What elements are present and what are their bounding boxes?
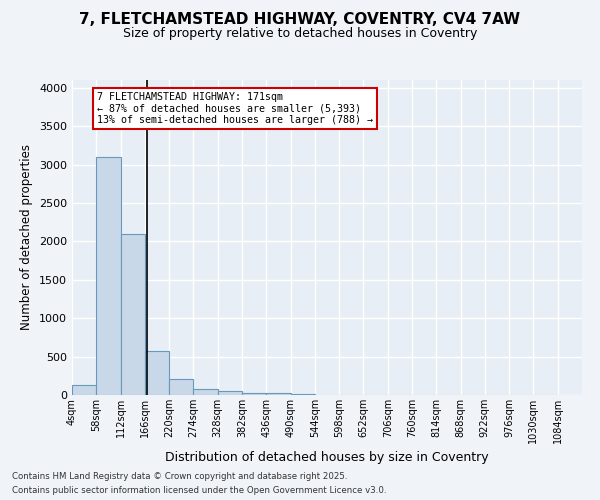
Text: 7 FLETCHAMSTEAD HIGHWAY: 171sqm
← 87% of detached houses are smaller (5,393)
13%: 7 FLETCHAMSTEAD HIGHWAY: 171sqm ← 87% of…: [97, 92, 373, 124]
Bar: [242, 392, 266, 395]
Text: Size of property relative to detached houses in Coventry: Size of property relative to detached ho…: [123, 28, 477, 40]
Bar: [266, 394, 290, 395]
Bar: [96, 157, 121, 395]
Bar: [193, 389, 218, 395]
Y-axis label: Number of detached properties: Number of detached properties: [20, 144, 34, 330]
Bar: [169, 379, 193, 395]
Bar: [72, 385, 96, 395]
Text: Contains HM Land Registry data © Crown copyright and database right 2025.: Contains HM Land Registry data © Crown c…: [12, 472, 347, 481]
Bar: [290, 394, 315, 395]
Bar: [121, 234, 145, 395]
Bar: [218, 391, 242, 395]
X-axis label: Distribution of detached houses by size in Coventry: Distribution of detached houses by size …: [165, 452, 489, 464]
Bar: [145, 351, 169, 395]
Text: Contains public sector information licensed under the Open Government Licence v3: Contains public sector information licen…: [12, 486, 386, 495]
Text: 7, FLETCHAMSTEAD HIGHWAY, COVENTRY, CV4 7AW: 7, FLETCHAMSTEAD HIGHWAY, COVENTRY, CV4 …: [79, 12, 521, 28]
